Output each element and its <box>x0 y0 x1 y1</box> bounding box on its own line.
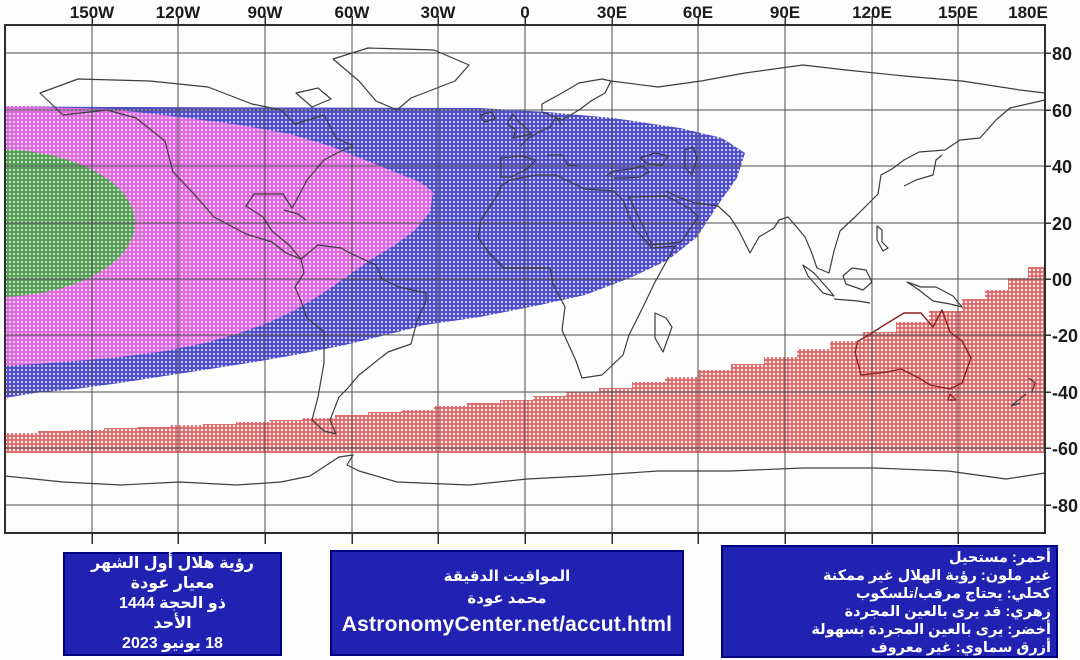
coast-greenland <box>332 47 470 111</box>
credit-line-timings: المواقيت الدقيقة <box>443 568 571 585</box>
longitude-label: 60W <box>335 3 371 22</box>
coast-iberia <box>500 155 537 178</box>
coast-north-america <box>39 78 354 260</box>
coast-africa <box>477 174 676 379</box>
coast-asia-north <box>610 64 1045 94</box>
title-box: رؤية هلال أول الشهر معيار عودة ذو الحجة … <box>63 552 282 656</box>
coast-scandinavia <box>541 78 612 121</box>
legend-line-navy: كحلي: يحتاج مرقب/تلسكوب <box>855 586 1051 602</box>
coastlines <box>5 47 1045 486</box>
legend-line-uncolored: غير ملون: رؤية الهلال غير ممكنة <box>822 568 1051 584</box>
latitude-label: 40 <box>1052 157 1072 177</box>
longitude-label: 60E <box>683 3 713 22</box>
latitude-label: 80 <box>1052 44 1072 64</box>
coast-antarctica <box>5 454 1045 486</box>
credit-url: AstronomyCenter.net/accut.html <box>341 613 673 636</box>
longitude-label: 150E <box>938 3 978 22</box>
coast-cuba <box>283 209 307 221</box>
longitude-label: 90E <box>770 3 800 22</box>
coast-baffin <box>295 87 332 108</box>
coast-arabia <box>628 195 699 246</box>
longitude-label: 120W <box>156 3 201 22</box>
latitude-label: 20 <box>1052 214 1072 234</box>
credit-line-author: محمد عودة <box>467 590 547 607</box>
coast-turkey <box>605 165 650 179</box>
title-line-month: ذو الحجة 1444 <box>119 595 226 612</box>
coast-britain <box>506 113 532 139</box>
legend-line-pink: زهري: قد يرى بالعين المجردة <box>844 604 1051 620</box>
latitude-label: -20 <box>1052 326 1078 346</box>
coast-japan <box>903 154 943 187</box>
coast-philippines <box>876 225 889 252</box>
coast-borneo <box>842 267 873 291</box>
coast-south-america <box>294 244 427 435</box>
credit-box: المواقيت الدقيقة محمد عودة AstronomyCent… <box>330 550 684 656</box>
coast-madagascar <box>654 312 673 353</box>
latitude-label: 60 <box>1052 101 1072 121</box>
coast-black-sea <box>639 152 669 166</box>
zone-naked-eye-pink <box>5 106 433 366</box>
coast-caspian-sea <box>684 146 698 176</box>
latitude-label: -80 <box>1052 496 1078 516</box>
coast-iceland <box>479 111 496 123</box>
coast-italy <box>547 154 580 167</box>
latitude-axis: 80 60 40 20 00 -20 -40 -60 -80 <box>1052 44 1078 516</box>
longitude-axis: 150W 120W 90W 60W 30W 0 30E 60E 90E 120E… <box>70 3 1048 22</box>
coast-tasmania <box>947 393 957 401</box>
coast-sumatra <box>802 264 835 297</box>
legend-box: أحمر: مستحيل غير ملون: رؤية الهلال غير م… <box>721 545 1058 658</box>
longitude-label: 30W <box>421 3 457 22</box>
coast-new-guinea <box>906 281 963 308</box>
title-line-sighting: رؤية هلال أول الشهر <box>91 555 254 572</box>
title-line-date: 18 يونيو 2023 <box>122 635 223 652</box>
axis-ticks <box>91 16 1051 544</box>
coast-australia <box>854 309 972 390</box>
longitude-label: 0 <box>520 3 529 22</box>
legend-line-red: أحمر: مستحيل <box>949 550 1051 566</box>
latitude-label: 00 <box>1052 270 1072 290</box>
longitude-label: 150W <box>70 3 115 22</box>
legend-line-skyblue: أزرق سماوي: غير معروف <box>870 640 1051 656</box>
longitude-label: 90W <box>248 3 284 22</box>
title-line-criterion: معيار عودة <box>130 575 215 592</box>
coast-new-zealand <box>1010 377 1036 407</box>
latitude-label: -60 <box>1052 439 1078 459</box>
title-line-weekday: الأحد <box>153 615 192 632</box>
longitude-label: 120E <box>852 3 892 22</box>
legend-line-green: أخضر: يرى بالعين المجردة بسهولة <box>811 622 1051 638</box>
longitude-label: 180E <box>1008 3 1048 22</box>
coast-java <box>833 298 871 304</box>
graticule <box>5 25 1045 533</box>
longitude-label: 30E <box>597 3 627 22</box>
latitude-label: -40 <box>1052 383 1078 403</box>
coast-asia-east-south <box>665 99 1045 274</box>
